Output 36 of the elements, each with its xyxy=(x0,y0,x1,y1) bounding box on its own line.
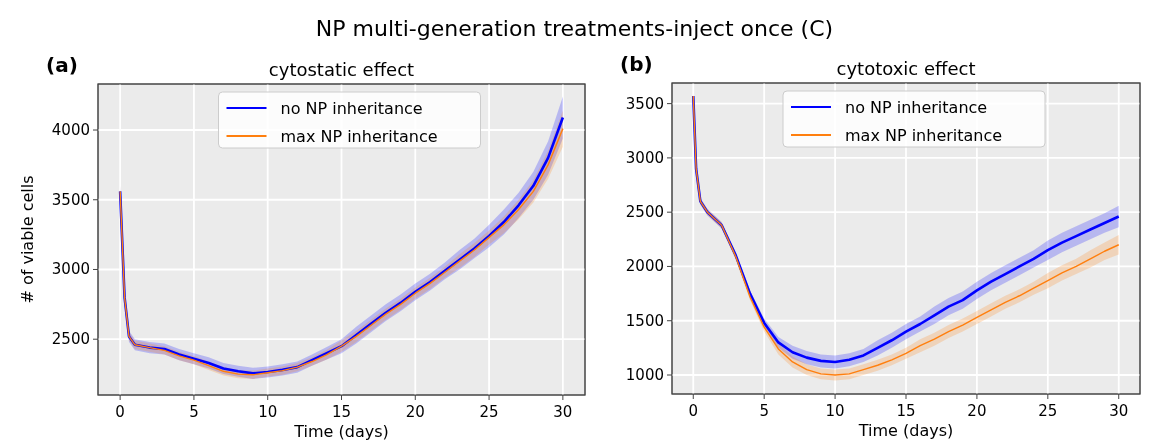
y-tick-label: 2000 xyxy=(625,257,664,276)
y-tick-label: 2500 xyxy=(625,203,664,222)
y-axis-title: # of viable cells xyxy=(18,175,37,304)
y-tick-label: 1000 xyxy=(625,366,664,384)
x-tick-label: 15 xyxy=(896,402,916,420)
legend-label: max NP inheritance xyxy=(845,126,1003,145)
y-tick-label: 3500 xyxy=(625,94,664,113)
y-tick-label: 3000 xyxy=(625,148,664,167)
text: (b) xyxy=(620,52,653,76)
legend-label: no NP inheritance xyxy=(845,98,988,117)
chart-title: cytotoxic effect xyxy=(836,58,976,79)
y-tick-label: 2500 xyxy=(51,330,90,349)
legend-label: max NP inheritance xyxy=(280,127,438,146)
x-tick-label: 10 xyxy=(825,402,845,420)
x-axis-title: Time (days) xyxy=(293,422,389,441)
x-tick-label: 10 xyxy=(258,403,278,421)
x-tick-label: 30 xyxy=(553,403,573,421)
legend-label: no NP inheritance xyxy=(280,99,423,118)
y-tick-label: 1500 xyxy=(625,311,664,330)
x-tick-label: 25 xyxy=(479,403,499,421)
chart-title: cytostatic effect xyxy=(268,59,415,80)
y-tick-label: 3000 xyxy=(51,260,90,279)
x-tick-label: 25 xyxy=(1038,402,1058,420)
x-tick-label: 20 xyxy=(967,402,987,420)
x-tick-label: 15 xyxy=(331,403,352,421)
x-tick-label: 5 xyxy=(759,402,769,420)
x-tick-label: 5 xyxy=(189,403,199,421)
x-tick-label: 20 xyxy=(405,403,425,421)
y-tick-label: 4000 xyxy=(51,121,90,140)
x-tick-label: 30 xyxy=(1109,402,1129,420)
x-tick-label: 0 xyxy=(115,403,125,421)
x-tick-label: 0 xyxy=(688,402,699,420)
y-tick-label: 3500 xyxy=(51,190,90,209)
text: NP multi-generation treatments-inject once (C) xyxy=(315,16,834,41)
x-axis-title: Time (days) xyxy=(857,421,954,440)
text: (a) xyxy=(46,53,78,77)
